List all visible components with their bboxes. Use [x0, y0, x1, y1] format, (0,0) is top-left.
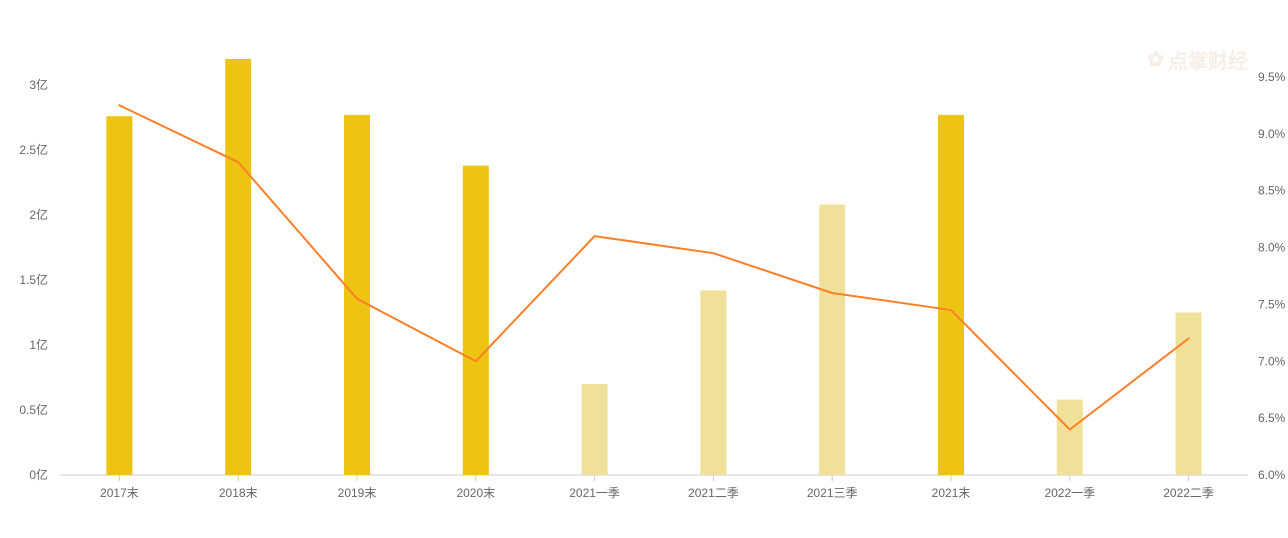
y-left-tick-label: 3亿: [29, 77, 48, 92]
y-left-tick-label: 0亿: [29, 467, 48, 482]
x-tick-label: 2022一季: [1044, 486, 1095, 500]
y-right-tick-label: 9.5%: [1258, 70, 1286, 84]
y-left-tick-label: 2.5亿: [19, 142, 48, 157]
bar: [1176, 313, 1202, 476]
bar: [700, 290, 726, 475]
x-tick-label: 2021二季: [688, 486, 739, 500]
bar: [819, 205, 845, 475]
bar: [938, 115, 964, 475]
y-left-tick-label: 1亿: [29, 337, 48, 352]
y-left-tick-label: 1.5亿: [19, 272, 48, 287]
y-right-tick-label: 8.5%: [1258, 184, 1286, 198]
y-left-tick-label: 2亿: [29, 207, 48, 222]
y-right-tick-label: 9.0%: [1258, 127, 1286, 141]
y-right-tick-label: 6.5%: [1258, 411, 1286, 425]
bar: [225, 59, 251, 475]
x-tick-label: 2018末: [219, 486, 258, 500]
x-tick-label: 2021三季: [807, 486, 858, 500]
watermark-text: 点掌财经: [1168, 45, 1248, 74]
y-right-tick-label: 7.5%: [1258, 297, 1286, 311]
y-right-tick-label: 6.0%: [1258, 468, 1286, 482]
chart-container: 2017末 2018末 2019末 2020末 2021一季 2021二季 2021三季 20…: [0, 0, 1288, 533]
x-tick-label: 2021一季: [569, 486, 620, 500]
chart-svg: 2017末 2018末 2019末 2020末 2021一季 2021二季 2021三季 20…: [0, 0, 1288, 533]
x-tick-label: 2017末: [100, 486, 139, 500]
x-tick-label: 2019末: [338, 486, 377, 500]
bar: [582, 384, 608, 475]
line-series: [119, 105, 1188, 429]
bar: [344, 115, 370, 475]
bar: [106, 116, 132, 475]
watermark-icon: ✿: [1147, 47, 1164, 72]
bar: [463, 166, 489, 475]
y-right-tick-label: 7.0%: [1258, 354, 1286, 368]
x-tick-label: 2020末: [456, 486, 495, 500]
y-left-tick-label: 0.5亿: [19, 402, 48, 417]
x-tick-label: 2022二季: [1163, 486, 1214, 500]
watermark: ✿ 点掌财经: [1147, 45, 1248, 74]
y-right-tick-label: 8.0%: [1258, 241, 1286, 255]
bar: [1057, 400, 1083, 475]
x-tick-label: 2021末: [932, 486, 971, 500]
